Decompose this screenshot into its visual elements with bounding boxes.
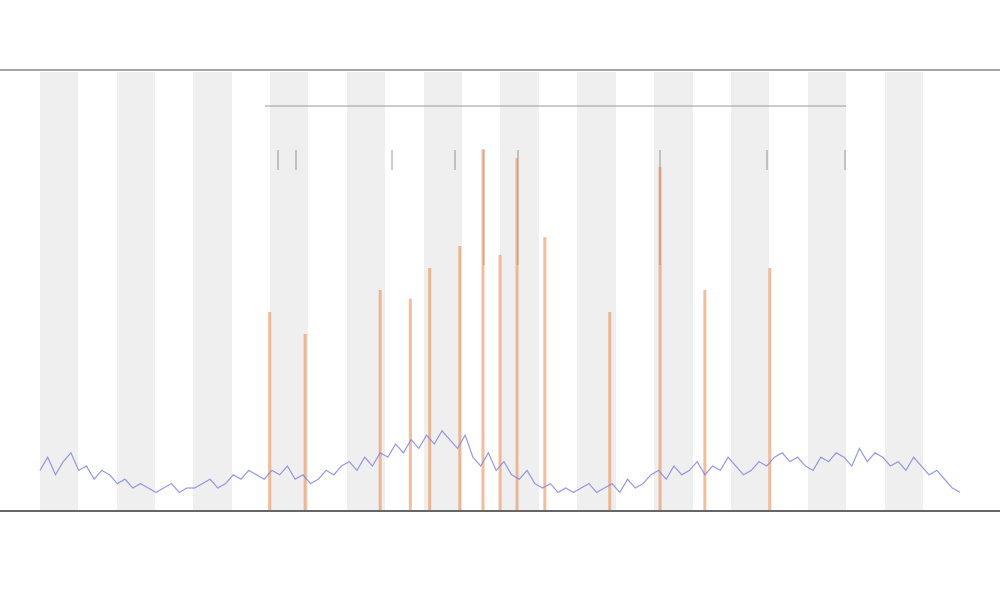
band (885, 72, 923, 510)
band (270, 72, 308, 510)
band (731, 72, 769, 510)
band (500, 72, 539, 510)
spike (703, 290, 707, 510)
spike (408, 298, 412, 510)
band (40, 72, 78, 510)
spike (268, 312, 272, 510)
spike (428, 268, 432, 510)
spike (608, 312, 612, 510)
band (117, 72, 155, 510)
spike (515, 158, 519, 510)
band (193, 72, 232, 510)
spike (658, 166, 662, 511)
spike (303, 334, 307, 510)
spike (481, 149, 485, 510)
spike (498, 254, 502, 510)
trace (39, 429, 961, 494)
spike (768, 268, 772, 510)
spike (378, 290, 382, 510)
band (347, 72, 385, 510)
spike (458, 246, 462, 510)
spike (543, 237, 547, 510)
band (808, 72, 846, 510)
